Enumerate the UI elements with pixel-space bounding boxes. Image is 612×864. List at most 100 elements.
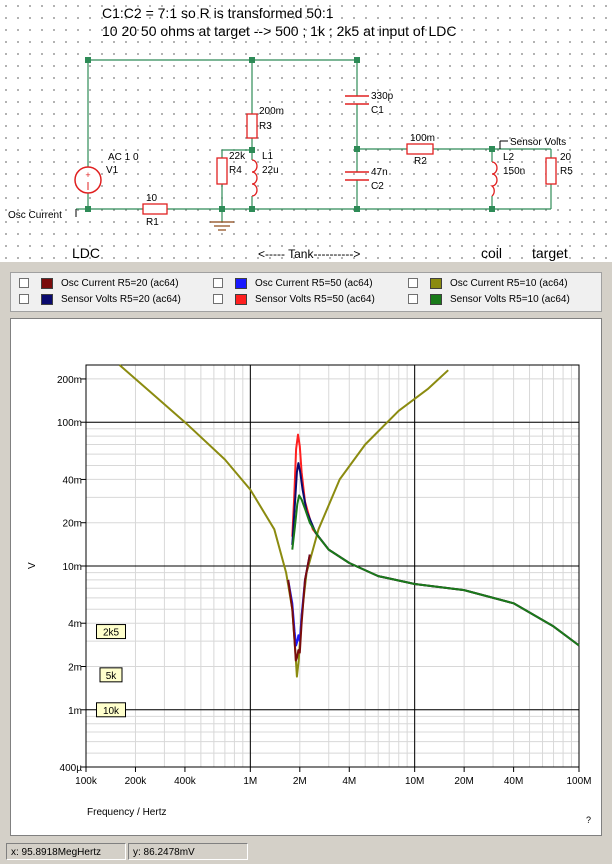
legend-label: Sensor Volts R5=50 (ac64) bbox=[255, 294, 375, 305]
status-bar: x: 95.8918MegHertz y: 86.2478mV bbox=[0, 840, 612, 864]
y-tick-label: 4m bbox=[68, 619, 82, 630]
r1-value-label: 10 bbox=[146, 193, 158, 204]
plot-panel[interactable]: 100k 200k 400k 1M 2M 4M 10M 20M 40M 100M 400µ 1m 2m 4… bbox=[10, 318, 602, 836]
probe-icon bbox=[75, 140, 508, 217]
v1-ref-label: V1 bbox=[106, 165, 119, 176]
inductor-l1-icon bbox=[251, 159, 258, 197]
r1-ref-label: R1 bbox=[146, 217, 159, 228]
legend-label: Sensor Volts R5=20 (ac64) bbox=[61, 294, 181, 305]
x-tick-label: 40M bbox=[504, 776, 523, 787]
legend-swatch bbox=[235, 294, 247, 305]
legend-checkbox[interactable] bbox=[213, 294, 223, 304]
l1-ref-label: L1 bbox=[262, 151, 274, 162]
y-tick-label: 10m bbox=[63, 562, 82, 573]
resistor-r2-icon bbox=[406, 143, 434, 155]
annotation-label: 5k bbox=[106, 671, 118, 682]
resistor-r3-icon bbox=[246, 113, 258, 139]
resistor-r5-icon bbox=[545, 157, 557, 185]
l2-value-label: 150n bbox=[503, 166, 525, 177]
y-readout: y: 86.2478mV bbox=[128, 843, 248, 860]
legend-label: Sensor Volts R5=10 (ac64) bbox=[450, 294, 570, 305]
resistor-r1-icon bbox=[142, 203, 168, 215]
svg-text:+: + bbox=[85, 170, 90, 180]
note-line-2: 10 20 50 ohms at target --> 500 ; 1k ; 2… bbox=[102, 23, 456, 39]
resistor-r4-icon bbox=[216, 157, 228, 185]
y-tick-label: 400µ bbox=[60, 763, 83, 774]
schematic-panel: + C1:C2 = 7:1 so R is transformed 50:1 bbox=[0, 0, 612, 262]
r4-value-label: 22k bbox=[229, 151, 246, 162]
r4-ref-label: R4 bbox=[229, 165, 242, 176]
series-line[interactable] bbox=[291, 494, 580, 647]
legend-panel: Osc Current R5=20 (ac64) Osc Current R5=… bbox=[10, 272, 602, 312]
legend-checkbox[interactable] bbox=[408, 294, 418, 304]
r5-value-label: 20 bbox=[560, 152, 572, 163]
x-tick-label: 200k bbox=[125, 776, 148, 787]
legend-swatch bbox=[41, 278, 53, 289]
x-tick-label: 100M bbox=[566, 776, 591, 787]
annotation-box bbox=[99, 667, 123, 683]
r3-ref-label: R3 bbox=[259, 121, 272, 132]
legend-swatch bbox=[430, 294, 442, 305]
c2-value-label: 47n bbox=[371, 167, 388, 178]
legend-label: Osc Current R5=20 (ac64) bbox=[61, 278, 179, 289]
y-tick-label: 2m bbox=[68, 663, 82, 674]
ground-icon bbox=[210, 221, 234, 231]
osc-current-probe-label: Osc Current bbox=[8, 210, 62, 221]
y-tick-label: 20m bbox=[63, 519, 82, 530]
x-tick-label: 4M bbox=[342, 776, 356, 787]
series-line[interactable] bbox=[291, 433, 580, 647]
resistor-symbols bbox=[142, 113, 557, 215]
series-line[interactable] bbox=[287, 554, 311, 662]
y-tick-label: 100m bbox=[57, 418, 82, 429]
voltage-source-icon: + bbox=[74, 166, 102, 194]
annotation-label: 10k bbox=[103, 706, 120, 717]
y-tick-label: 40m bbox=[63, 475, 82, 486]
x-tick-label: 100k bbox=[75, 776, 98, 787]
legend-checkbox[interactable] bbox=[408, 278, 418, 288]
x-readout: x: 95.8918MegHertz bbox=[6, 843, 126, 860]
c1-ref-label: C1 bbox=[371, 105, 384, 116]
r2-value-label: 100m bbox=[410, 133, 435, 144]
legend-swatch bbox=[41, 294, 53, 305]
schematic-drawing: + C1:C2 = 7:1 so R is transformed 50:1 bbox=[8, 5, 573, 261]
legend-swatch bbox=[430, 278, 442, 289]
l1-value-label: 22u bbox=[262, 165, 279, 176]
x-tick-label: 2M bbox=[293, 776, 307, 787]
annotation-box bbox=[96, 624, 126, 640]
y-tick-label: 200m bbox=[57, 375, 82, 386]
section-label-ldc: LDC bbox=[72, 245, 100, 261]
r3-value-label: 200m bbox=[259, 106, 284, 117]
x-tick-label: 1M bbox=[243, 776, 257, 787]
section-label-tank: <----- Tank----------> bbox=[258, 247, 360, 261]
x-tick-label: 10M bbox=[405, 776, 424, 787]
r2-ref-label: R2 bbox=[414, 156, 427, 167]
x-axis-label: Frequency / Hertz bbox=[87, 807, 166, 818]
chart-svg[interactable]: 100k 200k 400k 1M 2M 4M 10M 20M 40M 100M 400µ 1m 2m 4… bbox=[11, 319, 601, 835]
x-tick-label: 400k bbox=[174, 776, 197, 787]
annotation-label: 2k5 bbox=[103, 628, 120, 639]
r5-ref-label: R5 bbox=[560, 166, 573, 177]
legend-checkbox[interactable] bbox=[213, 278, 223, 288]
x-tick-label: 20M bbox=[454, 776, 473, 787]
annotation-box bbox=[96, 702, 126, 718]
section-label-target: target bbox=[532, 245, 568, 261]
y-axis-label: V bbox=[27, 562, 38, 569]
inductor-symbols bbox=[251, 159, 498, 197]
help-icon[interactable]: ? bbox=[586, 815, 591, 825]
legend-label: Osc Current R5=10 (ac64) bbox=[450, 278, 568, 289]
series-line[interactable] bbox=[118, 364, 449, 678]
junction-dots bbox=[85, 57, 495, 212]
legend-label: Osc Current R5=50 (ac64) bbox=[255, 278, 373, 289]
legend-swatch bbox=[235, 278, 247, 289]
v1-value-label: AC 1 0 bbox=[108, 152, 139, 163]
capacitor-symbols bbox=[345, 95, 369, 181]
note-line-1: C1:C2 = 7:1 so R is transformed 50:1 bbox=[102, 5, 334, 21]
l2-ref-label: L2 bbox=[503, 152, 515, 163]
y-tick-label: 1m bbox=[68, 706, 82, 717]
inductor-l2-icon bbox=[490, 161, 498, 197]
c2-ref-label: C2 bbox=[371, 181, 384, 192]
sensor-volts-probe-label: Sensor Volts bbox=[510, 137, 566, 148]
legend-checkbox[interactable] bbox=[19, 294, 29, 304]
legend-checkbox[interactable] bbox=[19, 278, 29, 288]
section-label-coil: coil bbox=[481, 245, 502, 261]
